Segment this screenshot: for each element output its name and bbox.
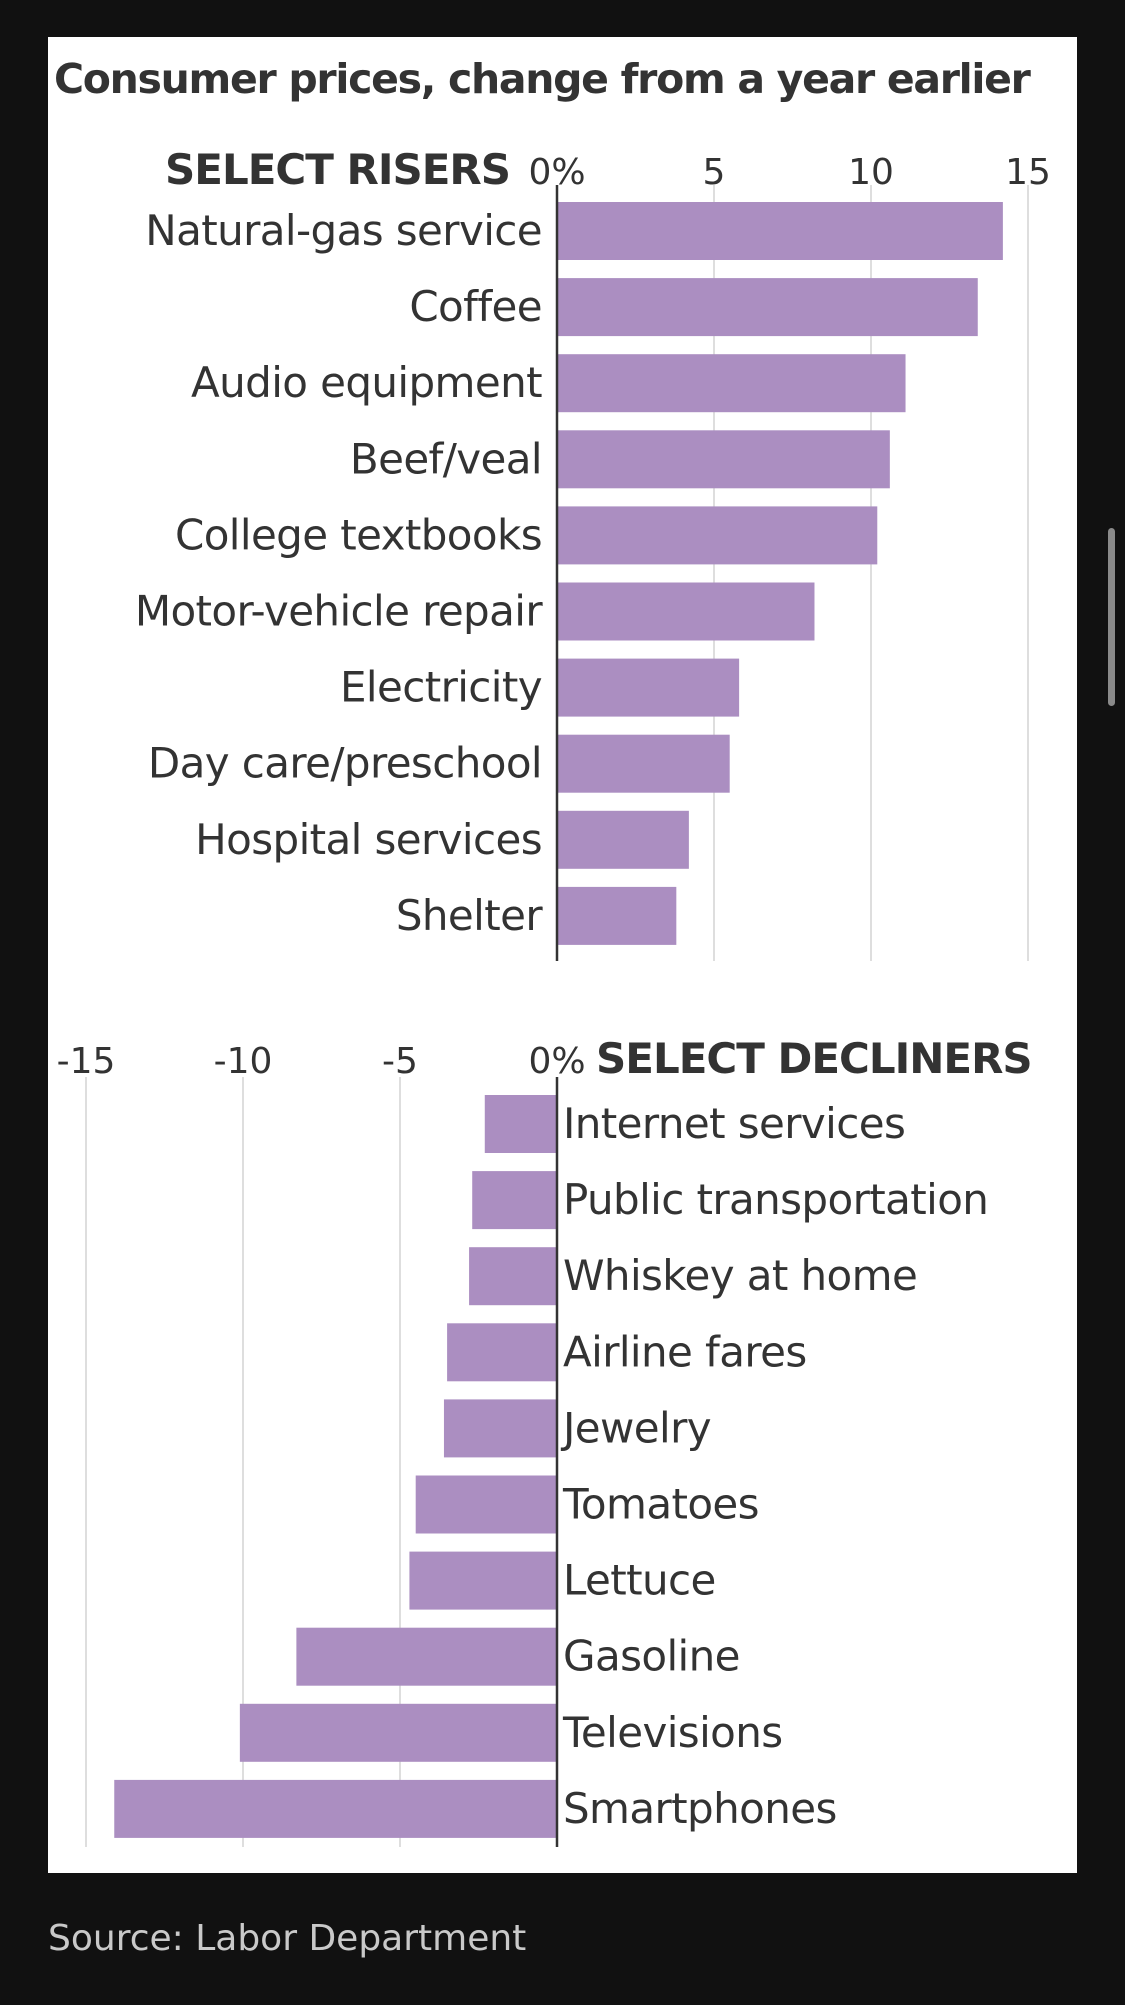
decliner-bar (409, 1551, 557, 1610)
decliner-bar (114, 1779, 557, 1838)
decliner-bar (296, 1627, 557, 1686)
riser-tick-label: 5 (703, 152, 726, 193)
decliner-category-label: Internet services (563, 1099, 905, 1148)
chart-card: Consumer prices, change from a year earl… (48, 37, 1077, 1873)
riser-category-label: Day care/preschool (148, 739, 542, 788)
decliner-tick-label: -15 (57, 1041, 116, 1082)
decliner-category-label: Lettuce (563, 1556, 716, 1605)
decliner-heading: SELECT DECLINERS (596, 1034, 1032, 1083)
decliner-tick-label: -10 (214, 1041, 273, 1082)
decliner-category-label: Televisions (562, 1708, 783, 1757)
riser-bar (557, 506, 878, 565)
decliner-tick-label: 0% (528, 1041, 585, 1082)
decliner-category-label: Smartphones (563, 1784, 837, 1833)
decliner-tick-label: -5 (382, 1041, 418, 1082)
riser-category-label: Beef/veal (350, 434, 542, 483)
riser-heading: SELECT RISERS (165, 145, 510, 194)
decliner-bar (472, 1171, 557, 1230)
scrollbar-thumb[interactable] (1108, 528, 1115, 706)
decliner-category-label: Public transportation (563, 1175, 988, 1224)
decliner-category-label: Jewelry (560, 1403, 711, 1452)
chart-svg: 0% 5 10 15 SELECT RISERS Natural-gas service C… (57, 145, 1051, 1847)
riser-category-label: Natural-gas service (145, 206, 542, 255)
riser-tick-label: 15 (1005, 152, 1051, 193)
source-note: Source: Labor Department (48, 1918, 527, 1959)
decliner-bar (443, 1399, 557, 1458)
riser-bar (557, 582, 815, 641)
riser-category-label: Audio equipment (191, 358, 542, 407)
riser-bar (557, 658, 740, 717)
riser-bar (557, 202, 1003, 260)
riser-bar (557, 278, 978, 337)
riser-category-label: Coffee (409, 282, 542, 331)
riser-tick-label: 10 (848, 152, 894, 193)
chart-title: Consumer prices, change from a year earl… (54, 55, 1031, 103)
decliner-bar (239, 1703, 558, 1762)
decliner-bar (469, 1247, 557, 1306)
riser-category-label: College textbooks (175, 510, 542, 559)
decliner-category-label: Whiskey at home (563, 1251, 917, 1300)
riser-bar (557, 810, 689, 869)
decliner-category-label: Airline fares (563, 1327, 807, 1376)
riser-category-label: Shelter (396, 891, 543, 940)
riser-bar (557, 886, 677, 945)
riser-category-label: Hospital services (195, 815, 542, 864)
decliner-bar (484, 1095, 557, 1153)
riser-category-label: Electricity (340, 663, 542, 712)
decliner-category-label: Tomatoes (562, 1480, 759, 1529)
decliner-bar (447, 1323, 557, 1382)
riser-bar (557, 734, 730, 793)
riser-bar (557, 354, 906, 413)
riser-category-label: Motor-vehicle repair (135, 587, 543, 636)
decliner-bar (415, 1475, 557, 1534)
decliner-category-label: Gasoline (563, 1632, 740, 1681)
riser-bar (557, 430, 890, 489)
